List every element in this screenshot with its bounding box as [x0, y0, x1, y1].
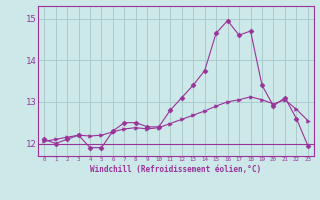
- X-axis label: Windchill (Refroidissement éolien,°C): Windchill (Refroidissement éolien,°C): [91, 165, 261, 174]
